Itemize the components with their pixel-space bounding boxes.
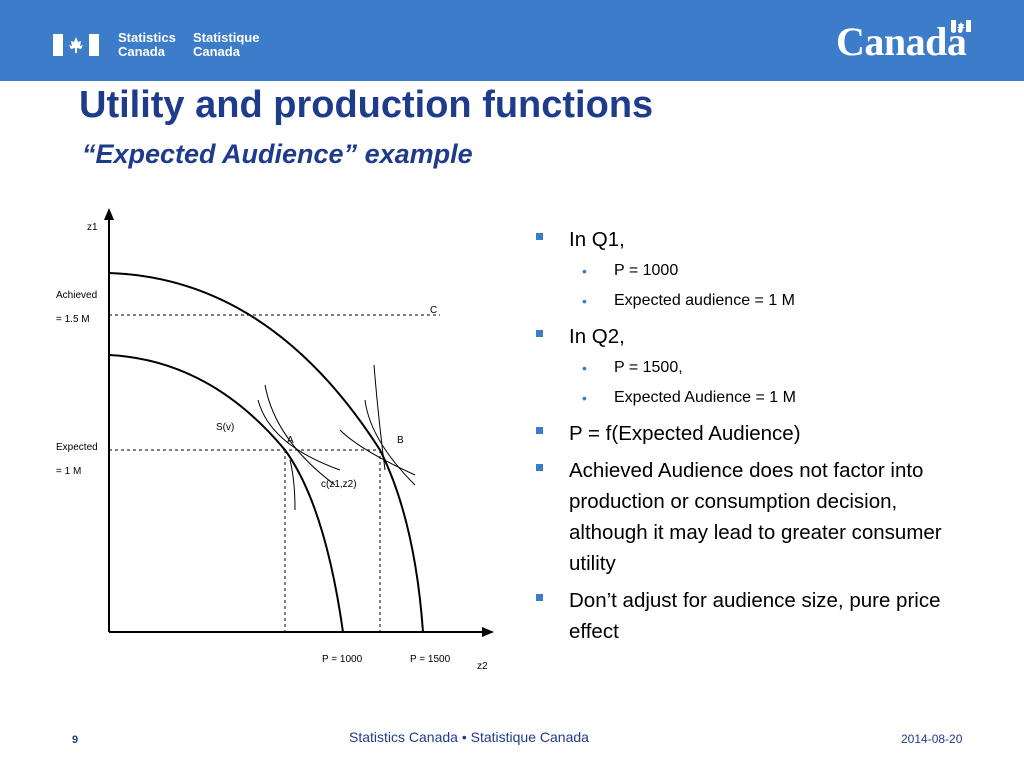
indifference-curve-a2 <box>257 399 341 471</box>
bullet-list: In Q1, P = 1000 Expected audience = 1 M … <box>536 224 966 653</box>
sub-bullet-item: Expected Audience = 1 M <box>536 388 966 408</box>
bullet-item: In Q2, <box>536 321 966 352</box>
p1500-label: P = 1500 <box>410 654 451 665</box>
sub-bullet-item: P = 1000 <box>536 261 966 281</box>
x-axis-label: z2 <box>477 661 488 672</box>
org-name-en-line2: Canada <box>118 44 165 59</box>
c-function-label: c(z1,z2) <box>321 479 357 490</box>
canada-flag-icon <box>53 34 99 56</box>
footer-org: Statistics Canada • Statistique Canada <box>349 729 589 745</box>
org-name-en-line1: Statistics <box>118 30 176 45</box>
bullet-item: Don’t adjust for audience size, pure pri… <box>536 585 966 647</box>
point-b-label: B <box>397 435 404 446</box>
bullet-item: In Q1, <box>536 224 966 255</box>
x-axis-arrow <box>482 627 494 637</box>
point-c-label: C <box>430 305 437 316</box>
achieved-label-line1: Achieved <box>56 290 97 301</box>
indifference-curve-a3 <box>289 459 296 511</box>
expected-label-line1: Expected <box>56 442 98 453</box>
y-axis-arrow <box>104 208 114 220</box>
org-name-fr-line1: Statistique <box>193 30 260 45</box>
header-bar: Statistics Canada Statistique Canada Can… <box>0 0 1024 81</box>
bullet-item: Achieved Audience does not factor into p… <box>536 455 966 579</box>
achieved-label-line2: = 1.5 M <box>56 314 90 325</box>
indifference-curve-b2 <box>339 429 416 476</box>
indifference-curve-a1 <box>264 384 336 486</box>
point-a-label: A <box>287 435 294 446</box>
sub-bullet-item: Expected audience = 1 M <box>536 291 966 311</box>
indifference-curve-b3 <box>373 364 386 471</box>
expected-label-line2: = 1 M <box>56 466 81 477</box>
p1000-label: P = 1000 <box>322 654 363 665</box>
org-name-fr-line2: Canada <box>193 44 240 59</box>
sv-label: S(v) <box>216 422 234 433</box>
bullet-item: P = f(Expected Audience) <box>536 418 966 449</box>
slide-title: Utility and production functions <box>79 84 654 126</box>
org-name-fr: Statistique Canada <box>193 31 259 59</box>
footer-date: 2014-08-20 <box>901 732 963 746</box>
ppf-curve-p1500 <box>108 272 424 633</box>
indifference-curve-b1 <box>364 399 416 486</box>
org-name-en: Statistics Canada <box>118 31 176 59</box>
slide-subtitle: “Expected Audience” example <box>82 139 473 169</box>
y-axis-label: z1 <box>87 222 98 233</box>
utility-production-diagram: z1 z2 Achieved = 1.5 M Expected = 1 M A … <box>56 208 494 672</box>
sub-bullet-item: P = 1500, <box>536 358 966 378</box>
page-number: 9 <box>72 734 79 746</box>
ppf-curve-p1000 <box>108 354 344 633</box>
canada-wordmark: Canadä <box>836 19 967 64</box>
wordmark-flag-icon <box>951 20 971 32</box>
